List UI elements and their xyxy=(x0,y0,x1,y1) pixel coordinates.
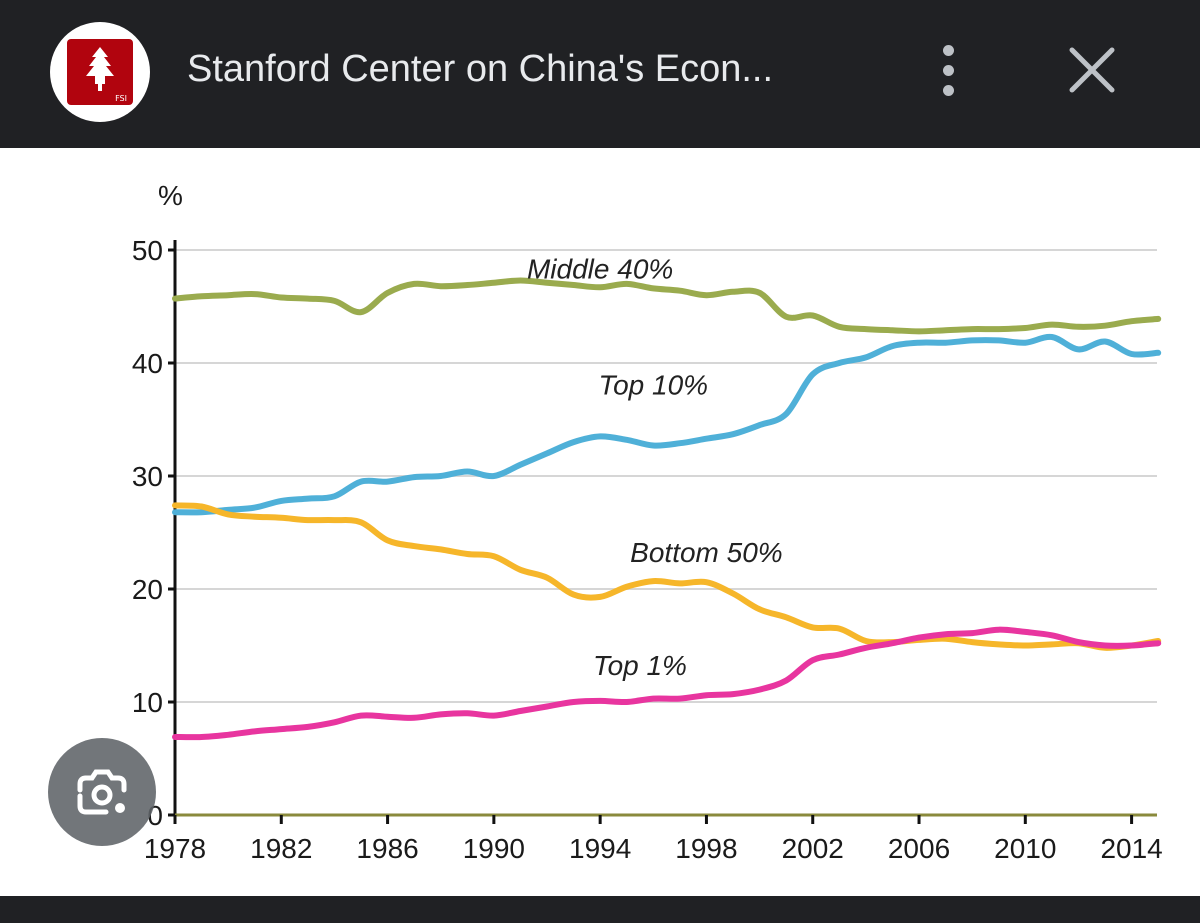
series-line-top-10 xyxy=(172,333,1162,516)
series-label-top-10: Top 10% xyxy=(599,370,709,401)
y-tick-label: 20 xyxy=(132,574,163,605)
x-tick-label: 1990 xyxy=(463,833,525,864)
stanford-fsi-logo: FSI xyxy=(67,39,133,105)
browser-header: FSI Stanford Center on China's Econ... xyxy=(0,0,1200,148)
x-tick-label: 1994 xyxy=(569,833,631,864)
series-line-top-1 xyxy=(172,626,1162,741)
series-line-bottom-50 xyxy=(172,502,1162,651)
series-label-middle-40: Middle 40% xyxy=(527,253,673,284)
bottom-bar xyxy=(0,896,1200,923)
series-label-bottom-50: Bottom 50% xyxy=(630,537,783,568)
more-dot-icon xyxy=(942,64,954,76)
x-tick-label: 1998 xyxy=(675,833,737,864)
x-tick-label: 2014 xyxy=(1100,833,1162,864)
x-tick-label: 1982 xyxy=(250,833,312,864)
chart-container: Middle 40% Top 10% Bottom 50% Top 1% 50 40 30… xyxy=(0,148,1200,896)
more-dot-icon xyxy=(942,44,954,56)
x-tick-label: 1978 xyxy=(144,833,206,864)
lens-camera-icon xyxy=(77,769,127,815)
close-icon[interactable] xyxy=(1064,42,1120,98)
more-dot-icon xyxy=(942,84,954,96)
more-options-button[interactable] xyxy=(925,40,971,100)
income-share-chart: Middle 40% Top 10% Bottom 50% Top 1% 50 40 30… xyxy=(132,180,1163,864)
y-axis-label: % xyxy=(158,180,183,211)
y-tick-label: 10 xyxy=(132,687,163,718)
site-logo[interactable]: FSI xyxy=(50,22,150,122)
x-tick-label: 1986 xyxy=(356,833,418,864)
y-tick-label: 50 xyxy=(132,235,163,266)
x-tick-label: 2002 xyxy=(782,833,844,864)
series-line-middle-40 xyxy=(172,277,1162,335)
series-label-top-1: Top 1% xyxy=(593,650,687,681)
tree-logo-icon xyxy=(86,47,114,91)
y-tick-label: 40 xyxy=(132,348,163,379)
logo-text: FSI xyxy=(115,94,127,103)
page-title[interactable]: Stanford Center on China's Econ... xyxy=(187,48,774,90)
y-tick-label: 30 xyxy=(132,461,163,492)
x-tick-label: 2010 xyxy=(994,833,1056,864)
lens-search-button[interactable] xyxy=(48,738,156,846)
x-tick-label: 2006 xyxy=(888,833,950,864)
